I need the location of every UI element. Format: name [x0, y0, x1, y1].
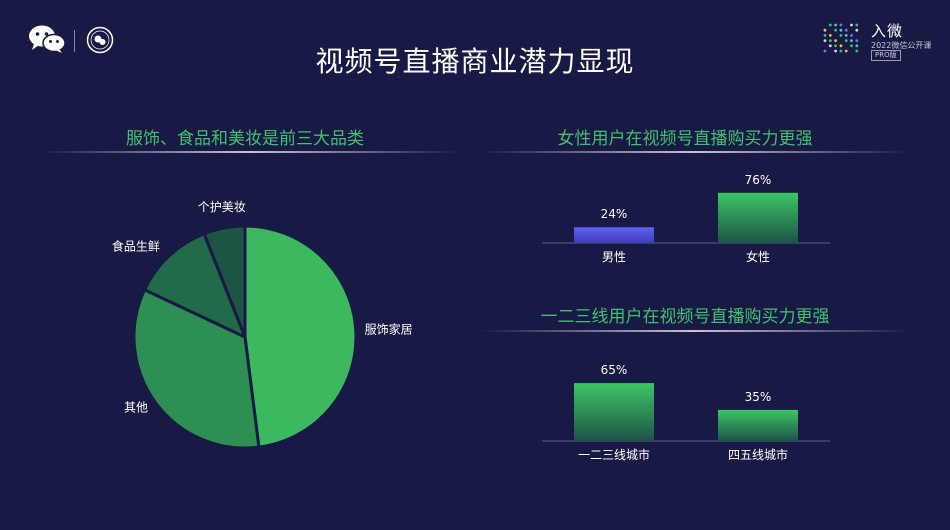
brand-dot [850, 23, 853, 27]
bar [718, 192, 798, 243]
brand-dot [823, 28, 827, 32]
brand-dot [823, 34, 827, 37]
brand-dot [850, 34, 853, 37]
pie-slice [243, 224, 358, 449]
brand-title: 入微 [871, 22, 904, 40]
brand-dot [839, 34, 843, 37]
brand-dot [844, 49, 848, 53]
seal-logo-icon [86, 26, 114, 54]
brand-dot [844, 39, 848, 42]
bar [718, 409, 798, 441]
title-underline-right [480, 151, 910, 153]
brand-dot [828, 34, 832, 37]
brand-dot [828, 39, 832, 42]
gender-chart-title: 女性用户在视频号直播购买力更强 [557, 129, 813, 149]
bar [574, 383, 654, 441]
wechat-logo-icon [29, 25, 66, 53]
brand-dot [855, 49, 859, 53]
brand-dot [844, 28, 848, 32]
title-underline-left [40, 151, 460, 153]
brand-dot [834, 44, 837, 48]
brand-subtitle: 2022微信公开课 [871, 41, 932, 50]
brand-dot [823, 39, 827, 42]
bar-category-label: 男性 [602, 250, 626, 264]
brand-dots-icon [823, 23, 859, 53]
pie-slice-label: 食品生鲜 [112, 238, 160, 253]
brand-dot [855, 28, 859, 32]
pie-slice-label: 其他 [124, 401, 148, 415]
brand-dot [834, 23, 837, 27]
brand-dot [855, 23, 859, 27]
pie-slice [202, 224, 247, 339]
brand-badge: PRO版 [871, 50, 901, 61]
pie-slice [143, 232, 247, 339]
brand-dot [823, 49, 827, 53]
brand-dot [850, 44, 853, 48]
bar-value-label: 65% [601, 363, 628, 377]
bar-value-label: 24% [601, 207, 628, 221]
brand-dot [839, 49, 843, 53]
logo-divider [74, 30, 75, 52]
brand-dot [839, 44, 843, 48]
brand-dot [834, 49, 837, 53]
pie-slice-label: 个护美妆 [198, 200, 246, 214]
bar-value-label: 76% [745, 173, 772, 187]
brand-dot [839, 28, 843, 32]
title-underline-right-lower [480, 330, 910, 332]
brand-dot [828, 44, 832, 48]
brand-dot [844, 34, 848, 37]
bar-category-label: 四五线城市 [728, 447, 788, 462]
pie-slice-label: 服饰家居 [365, 322, 413, 337]
brand-dot [834, 28, 837, 32]
page-title: 视频号直播商业潜力显现 [315, 45, 635, 78]
brand-dot [850, 39, 853, 42]
bar-category-label: 女性 [746, 249, 770, 264]
bar-category-label: 一二三线城市 [578, 447, 650, 462]
brand-dot [855, 39, 859, 42]
bar-value-label: 35% [745, 390, 772, 404]
brand-dot [855, 44, 859, 48]
bar [574, 227, 654, 243]
city-tier-chart-title: 一二三线用户在视频号直播购买力更强 [540, 307, 830, 327]
brand-dot [834, 39, 837, 42]
brand-dot [828, 23, 832, 27]
brand-dot [839, 23, 843, 27]
pie-chart-title: 服饰、食品和美妆是前三大品类 [126, 129, 364, 149]
